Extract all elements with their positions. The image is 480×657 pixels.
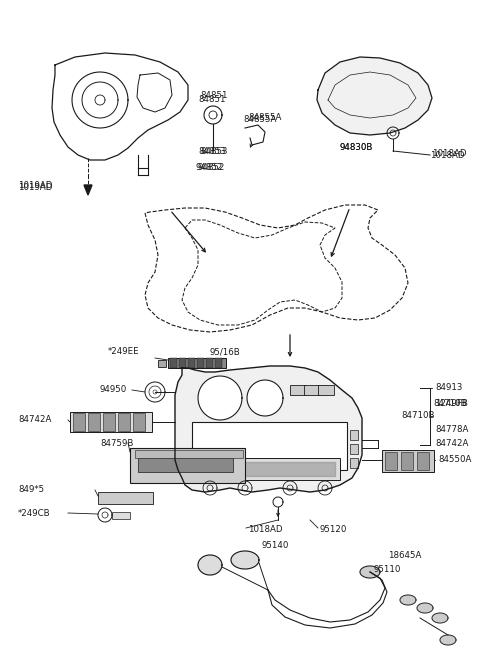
Text: 94830B: 94830B bbox=[340, 143, 373, 152]
Text: 94950: 94950 bbox=[100, 386, 127, 394]
Bar bbox=[382, 450, 434, 472]
Bar bbox=[350, 458, 358, 468]
Text: 1249FB: 1249FB bbox=[435, 399, 468, 407]
Text: 84778A: 84778A bbox=[435, 426, 468, 434]
Bar bbox=[135, 450, 243, 458]
Bar bbox=[112, 512, 130, 519]
Text: 84742A: 84742A bbox=[18, 415, 51, 424]
Bar bbox=[98, 492, 153, 504]
Bar bbox=[290, 385, 306, 395]
Text: 95120: 95120 bbox=[320, 526, 348, 535]
Bar bbox=[133, 413, 145, 431]
Polygon shape bbox=[198, 376, 242, 420]
Text: 849*5: 849*5 bbox=[18, 486, 44, 495]
Bar bbox=[197, 358, 204, 368]
Text: 94852: 94852 bbox=[195, 164, 222, 173]
Bar bbox=[179, 358, 186, 368]
Polygon shape bbox=[400, 595, 416, 605]
Polygon shape bbox=[84, 185, 92, 195]
Text: 84855A: 84855A bbox=[248, 114, 281, 122]
Text: 94852: 94852 bbox=[198, 162, 226, 171]
Bar bbox=[118, 413, 130, 431]
Bar bbox=[206, 358, 213, 368]
Bar bbox=[350, 444, 358, 454]
Bar bbox=[103, 413, 115, 431]
Polygon shape bbox=[360, 566, 380, 578]
Bar bbox=[130, 448, 245, 483]
Text: 1018AD: 1018AD bbox=[430, 150, 465, 160]
Bar bbox=[158, 360, 166, 367]
Bar bbox=[192, 422, 347, 470]
Bar bbox=[188, 358, 195, 368]
Text: 18645A: 18645A bbox=[388, 551, 421, 560]
Bar bbox=[318, 385, 334, 395]
Text: 84710B: 84710B bbox=[401, 411, 435, 420]
Text: 95/16B: 95/16B bbox=[210, 348, 241, 357]
Text: 84851: 84851 bbox=[200, 91, 228, 101]
Polygon shape bbox=[417, 603, 433, 613]
Polygon shape bbox=[198, 555, 222, 575]
Text: 84913: 84913 bbox=[435, 384, 462, 392]
Text: 84759B: 84759B bbox=[100, 438, 133, 447]
Text: 95110: 95110 bbox=[373, 566, 400, 574]
Bar bbox=[88, 413, 100, 431]
Text: 84853: 84853 bbox=[198, 148, 226, 156]
Text: 1019AD: 1019AD bbox=[18, 183, 52, 193]
Text: 94830B: 94830B bbox=[340, 143, 373, 152]
Text: 84853: 84853 bbox=[200, 148, 228, 156]
Bar bbox=[200, 458, 340, 480]
Bar bbox=[215, 358, 222, 368]
Text: 1019AD: 1019AD bbox=[18, 181, 52, 189]
Text: 1018AD: 1018AD bbox=[432, 148, 467, 158]
Polygon shape bbox=[432, 613, 448, 623]
Polygon shape bbox=[247, 380, 283, 416]
Text: 95140: 95140 bbox=[262, 541, 289, 549]
Bar bbox=[73, 413, 85, 431]
Bar bbox=[385, 452, 397, 470]
Text: *249CB: *249CB bbox=[18, 509, 50, 518]
Bar bbox=[417, 452, 429, 470]
Text: 84742A: 84742A bbox=[435, 438, 468, 447]
Bar bbox=[168, 358, 226, 368]
Text: 84851: 84851 bbox=[198, 95, 226, 104]
Bar bbox=[401, 452, 413, 470]
Text: 84710B: 84710B bbox=[433, 399, 467, 407]
Bar bbox=[350, 430, 358, 440]
Polygon shape bbox=[317, 57, 432, 135]
Text: 84855A: 84855A bbox=[243, 116, 276, 124]
Bar bbox=[138, 458, 233, 472]
Text: *249EE: *249EE bbox=[108, 348, 140, 357]
Text: 84550A: 84550A bbox=[438, 455, 471, 464]
Bar bbox=[170, 358, 177, 368]
Polygon shape bbox=[175, 366, 362, 492]
Polygon shape bbox=[231, 551, 259, 569]
Polygon shape bbox=[440, 635, 456, 645]
Text: 1018AD: 1018AD bbox=[248, 526, 283, 535]
Bar bbox=[304, 385, 320, 395]
Bar bbox=[70, 412, 152, 432]
